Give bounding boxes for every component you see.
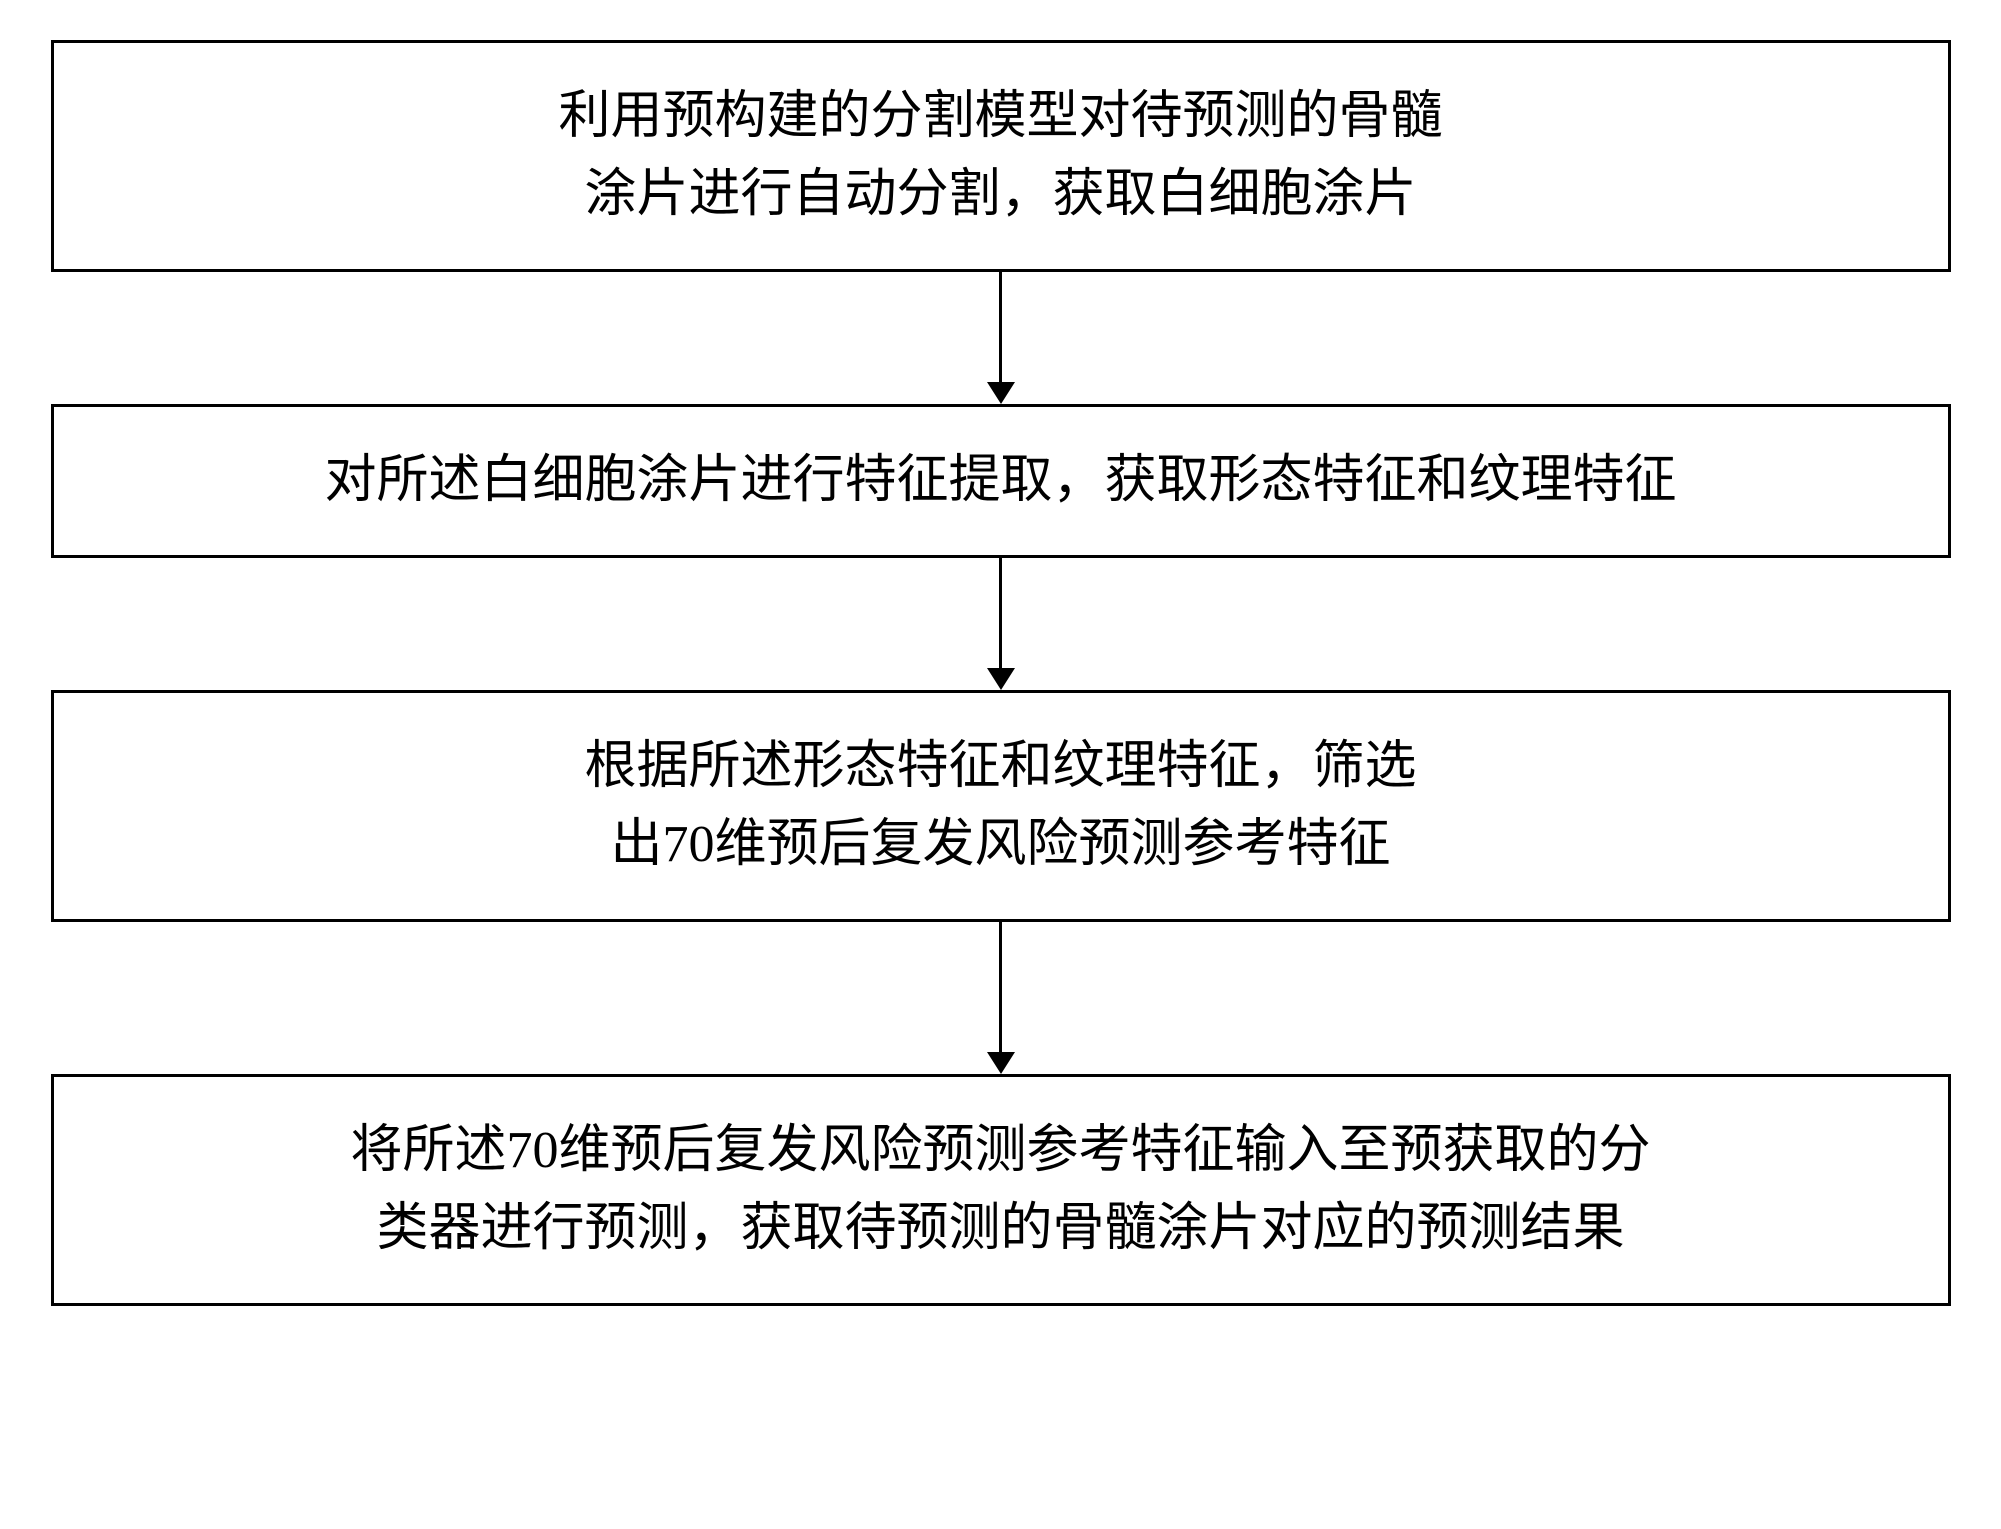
flowchart-step-2: 对所述白细胞涂片进行特征提取，获取形态特征和纹理特征 — [51, 404, 1951, 558]
step-text: 根据所述形态特征和纹理特征，筛选 出70维预后复发风险预测参考特征 — [584, 728, 1416, 884]
flowchart-step-1: 利用预构建的分割模型对待预测的骨髓 涂片进行自动分割，获取白细胞涂片 — [51, 40, 1951, 272]
flowchart-container: 利用预构建的分割模型对待预测的骨髓 涂片进行自动分割，获取白细胞涂片 对所述白细… — [51, 40, 1951, 1306]
step-text: 利用预构建的分割模型对待预测的骨髓 涂片进行自动分割，获取白细胞涂片 — [558, 78, 1442, 234]
arrow-head-icon — [987, 1052, 1015, 1074]
flowchart-step-4: 将所述70维预后复发风险预测参考特征输入至预获取的分 类器进行预测，获取待预测的… — [51, 1074, 1951, 1306]
arrow-line — [999, 922, 1002, 1052]
arrow-2 — [987, 558, 1015, 690]
arrow-line — [999, 558, 1002, 668]
arrow-head-icon — [987, 382, 1015, 404]
step-text: 将所述70维预后复发风险预测参考特征输入至预获取的分 类器进行预测，获取待预测的… — [350, 1112, 1650, 1268]
arrow-1 — [987, 272, 1015, 404]
step-text: 对所述白细胞涂片进行特征提取，获取形态特征和纹理特征 — [324, 442, 1676, 520]
arrow-line — [999, 272, 1002, 382]
arrow-head-icon — [987, 668, 1015, 690]
flowchart-step-3: 根据所述形态特征和纹理特征，筛选 出70维预后复发风险预测参考特征 — [51, 690, 1951, 922]
arrow-3 — [987, 922, 1015, 1074]
